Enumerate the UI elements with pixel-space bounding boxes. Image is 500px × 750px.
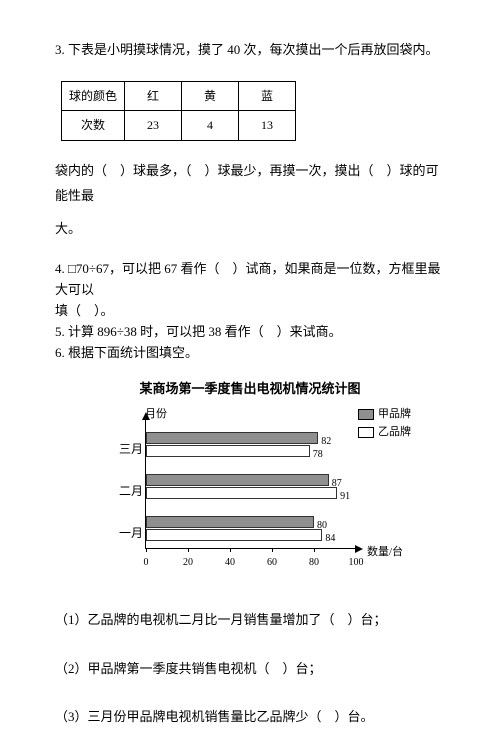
x-tick: [146, 548, 147, 552]
worksheet-page: 3. 下表是小明摸球情况，摸了 40 次，每次摸出一个后再放回袋内。 球的颜色 …: [0, 0, 500, 750]
q3-blank-line2: 大。: [55, 217, 445, 242]
category-label: 二月: [113, 480, 143, 503]
legend-item-b: 乙品牌: [358, 424, 411, 440]
x-tick: [272, 548, 273, 552]
legend-label: 乙品牌: [378, 424, 411, 440]
x-axis-label: 数量/台: [367, 542, 403, 563]
q6-sub1: （1）乙品牌的电视机二月比一月销售量增加了（ ）台；: [55, 608, 445, 633]
bar-a: [146, 432, 318, 444]
count-cell: 13: [239, 111, 296, 141]
q6-sub2: （2）甲品牌第一季度共销售电视机（ ）台；: [55, 657, 445, 682]
legend-item-a: 甲品牌: [358, 406, 411, 422]
arrow-up-icon: [142, 412, 150, 420]
arrow-right-icon: [355, 545, 363, 553]
table-row: 次数 23 4 13: [62, 111, 296, 141]
q3-text: 3. 下表是小明摸球情况，摸了 40 次，每次摸出一个后再放回袋内。: [55, 38, 445, 63]
bar-a: [146, 474, 329, 486]
bar-value: 91: [340, 487, 350, 506]
category-label: 三月: [113, 438, 143, 461]
x-tick: [230, 548, 231, 552]
header-color: 球的颜色: [62, 81, 125, 111]
table-row: 球的颜色 红 黄 蓝: [62, 81, 296, 111]
chart-legend: 甲品牌 乙品牌: [358, 406, 411, 442]
q5-text: 5. 计算 896÷38 时，可以把 38 看作（ ）来试商。: [55, 322, 445, 343]
q6-text: 6. 根据下面统计图填空。: [55, 343, 445, 364]
bar-value: 78: [313, 445, 323, 464]
color-cell: 蓝: [239, 81, 296, 111]
q3-blank-line1: 袋内的（ ）球最多，（ ）球最少，再摸一次，摸出（ ）球的可能性最: [55, 159, 445, 208]
x-tick-label: 20: [178, 553, 198, 572]
x-tick-label: 100: [346, 553, 366, 572]
bar-a: [146, 516, 314, 528]
legend-swatch: [358, 427, 374, 438]
header-count: 次数: [62, 111, 125, 141]
q4-line1: 4. □70÷67，可以把 67 看作（ ）试商，如果商是一位数，方框里最大可以: [55, 259, 445, 301]
chart-title: 某商场第一季度售出电视机情况统计图: [55, 377, 445, 402]
frequency-table: 球的颜色 红 黄 蓝 次数 23 4 13: [61, 81, 296, 142]
color-cell: 红: [125, 81, 182, 111]
plot-area: 020406080100827887918084: [145, 420, 356, 549]
count-cell: 4: [182, 111, 239, 141]
bar-b: [146, 445, 310, 457]
bar-b: [146, 487, 337, 499]
x-tick: [188, 548, 189, 552]
x-tick: [314, 548, 315, 552]
color-cell: 黄: [182, 81, 239, 111]
q4-line2: 填（ ）。: [55, 301, 445, 322]
category-label: 一月: [113, 522, 143, 545]
x-tick-label: 80: [304, 553, 324, 572]
legend-swatch: [358, 409, 374, 420]
bar-chart: 月份 甲品牌 乙品牌 020406080100827887918084 数量/台…: [85, 404, 415, 584]
q6-sub3: （3）三月份甲品牌电视机销售量比乙品牌少（ ）台。: [55, 705, 445, 730]
bar-value: 84: [325, 529, 335, 548]
bar-b: [146, 529, 322, 541]
x-tick-label: 0: [136, 553, 156, 572]
x-tick-label: 60: [262, 553, 282, 572]
x-tick-label: 40: [220, 553, 240, 572]
legend-label: 甲品牌: [378, 406, 411, 422]
count-cell: 23: [125, 111, 182, 141]
